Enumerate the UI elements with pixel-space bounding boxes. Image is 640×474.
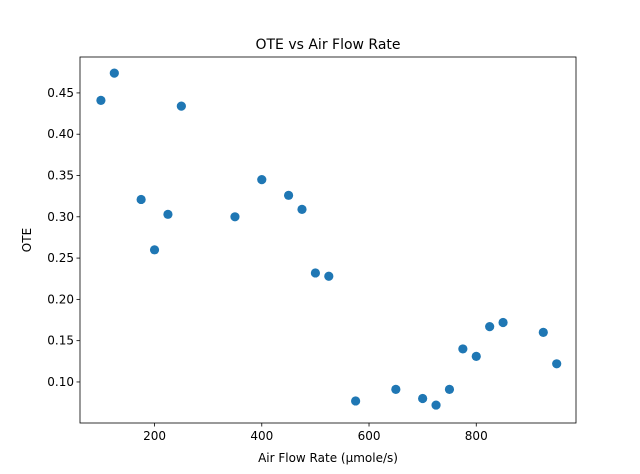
- y-tick-label: 0.40: [47, 127, 74, 141]
- data-point: [391, 384, 401, 394]
- data-point: [498, 317, 508, 328]
- data-point: [458, 344, 468, 354]
- y-tick-label: 0.25: [47, 251, 74, 265]
- data-point: [109, 68, 119, 78]
- data-point: [471, 351, 481, 361]
- data-point: [257, 175, 267, 185]
- data-point: [444, 384, 455, 394]
- data-points: [96, 68, 562, 410]
- data-point: [96, 95, 106, 105]
- y-axis-ticks: 0.10 0.15 0.20 0.25 0.30 0.35 0.40 0.45: [47, 86, 80, 389]
- y-tick-label: 0.20: [47, 292, 74, 306]
- y-tick-label: 0.10: [47, 375, 74, 389]
- data-point: [297, 204, 307, 214]
- data-point: [351, 396, 361, 406]
- plot-area-frame: [79, 56, 577, 424]
- data-point: [283, 190, 294, 200]
- x-axis-title: Air Flow Rate (µmole/s): [258, 451, 398, 465]
- y-tick-label: 0.45: [47, 86, 74, 100]
- data-point: [176, 101, 186, 111]
- x-tick-label: 800: [465, 429, 488, 443]
- y-axis-title: OTE: [20, 228, 34, 252]
- data-point: [163, 209, 173, 219]
- data-point: [324, 271, 334, 281]
- data-point: [136, 194, 146, 205]
- data-point: [485, 322, 495, 332]
- data-point: [552, 359, 562, 369]
- data-point: [538, 327, 548, 338]
- data-point: [418, 393, 428, 404]
- x-tick-label: 400: [250, 429, 273, 443]
- data-point: [230, 212, 240, 222]
- data-point: [310, 268, 320, 278]
- x-axis-ticks: 200 400 600 800: [143, 423, 488, 443]
- chart-title: OTE vs Air Flow Rate: [255, 37, 400, 53]
- data-point: [431, 400, 441, 410]
- x-tick-label: 200: [143, 429, 166, 443]
- y-tick-label: 0.35: [47, 169, 74, 183]
- data-point: [149, 245, 160, 255]
- y-tick-label: 0.30: [47, 210, 74, 224]
- y-tick-label: 0.15: [47, 334, 74, 348]
- x-tick-label: 600: [358, 429, 381, 443]
